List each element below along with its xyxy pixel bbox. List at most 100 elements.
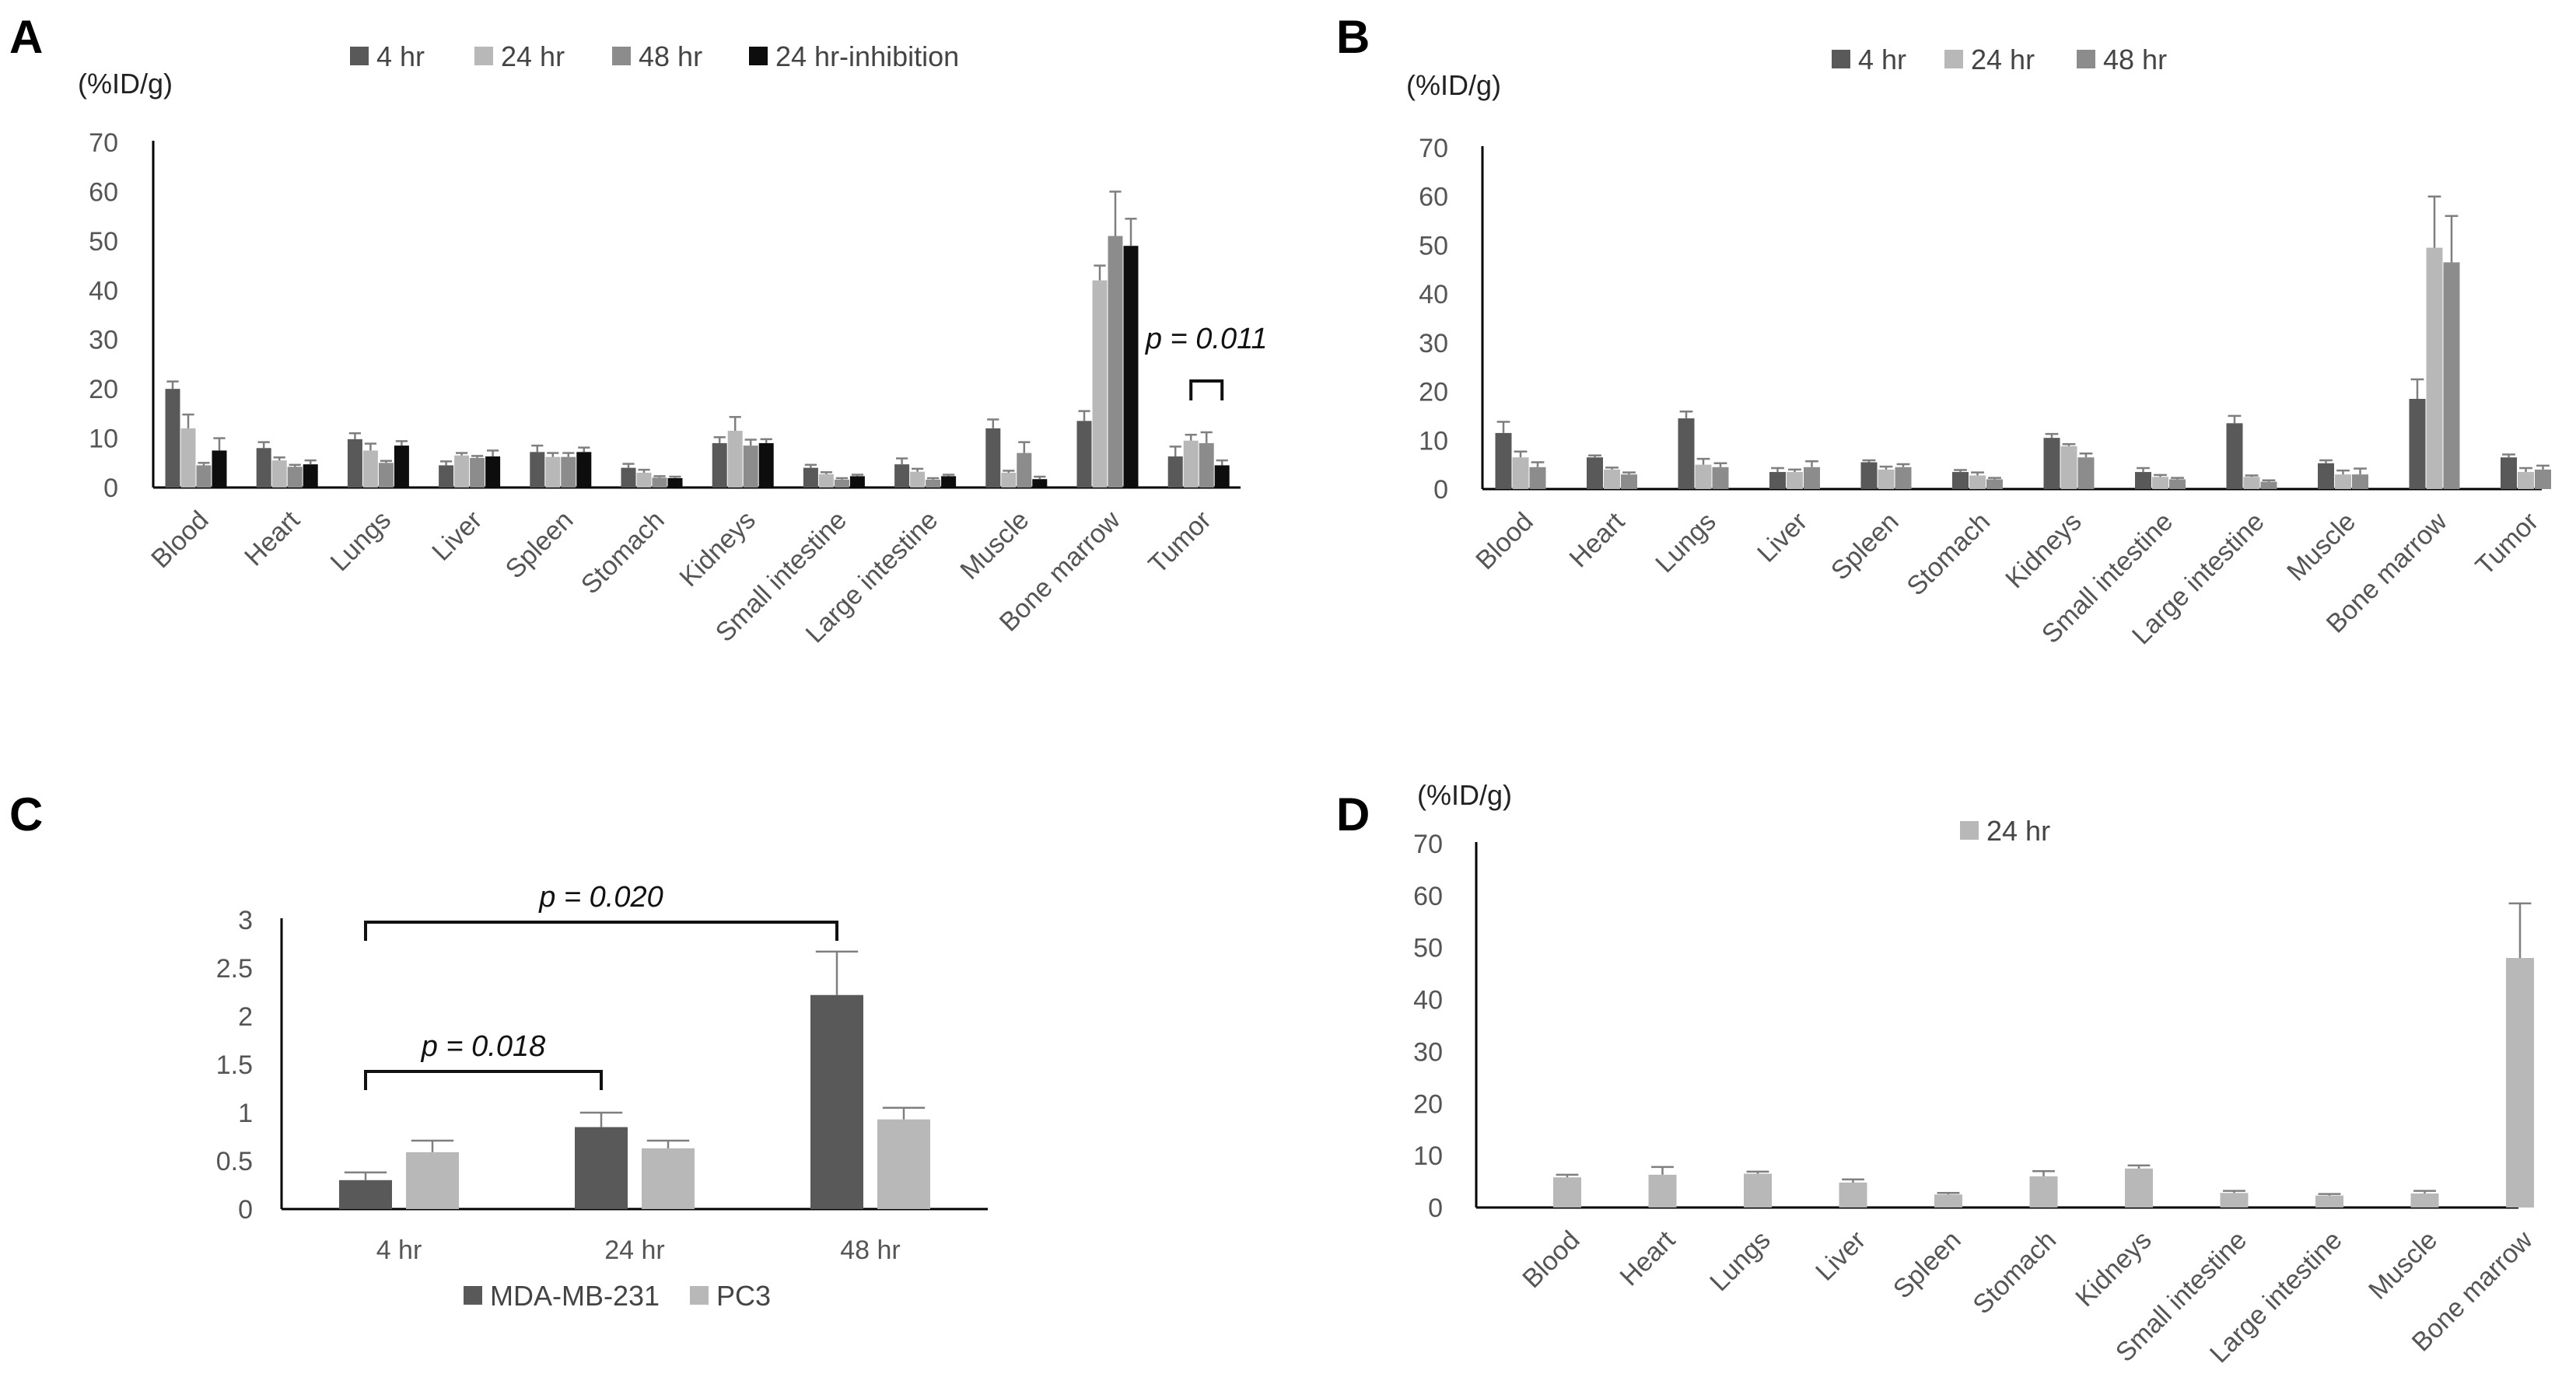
bar-bone-marrow-4-hr xyxy=(1076,421,1092,488)
bar-kidneys-24-hr-inhibition xyxy=(758,442,774,488)
bar-liver-24-hr xyxy=(1787,472,1803,489)
bar-stomach-24-hr xyxy=(636,472,652,488)
bar-24-hr-pc3 xyxy=(642,1148,695,1209)
y-tick-label: 40 xyxy=(1413,986,1443,1015)
bar-24-hr-mda-mb-231 xyxy=(575,1127,628,1209)
y-tick-label: 20 xyxy=(89,375,118,404)
x-category-label: Blood xyxy=(1470,507,1538,575)
x-category-label: Tumor xyxy=(1143,505,1216,579)
bar-liver-4-hr xyxy=(439,465,454,488)
x-category-label: Muscle xyxy=(2363,1225,2443,1305)
legend-swatch-24-hr xyxy=(1960,821,1979,840)
bar-bone-marrow-24-hr xyxy=(2426,247,2443,489)
bar-large-intestine-24-hr xyxy=(910,471,926,488)
bar-bone-marrow-48-hr xyxy=(2443,262,2460,489)
y-tick-label: 0 xyxy=(1433,475,1448,505)
bar-48-hr-mda-mb-231 xyxy=(810,994,863,1209)
bar-liver-24-hr-inhibition xyxy=(485,456,501,488)
bar-muscle-24-hr xyxy=(2410,1193,2439,1208)
y-tick-label: 60 xyxy=(89,177,118,207)
bar-tumor-24-hr xyxy=(2518,472,2534,489)
bar-large-intestine-24-hr xyxy=(2315,1195,2343,1208)
legend-swatch-24-hr xyxy=(474,47,493,65)
bar-tumor-48-hr xyxy=(1199,442,1214,488)
bar-large-intestine-24-hr xyxy=(2243,477,2260,489)
x-category-label: Kidneys xyxy=(2000,507,2087,594)
y-tick-label: 40 xyxy=(1419,280,1448,309)
x-category-label: Tumor xyxy=(2470,507,2544,581)
bar-4-hr-pc3 xyxy=(406,1152,459,1209)
bar-bone-marrow-24-hr-inhibition xyxy=(1123,246,1139,488)
y-unit-label: (%ID/g) xyxy=(1417,779,1512,811)
bar-blood-4-hr xyxy=(1495,432,1512,489)
legend-swatch-48-hr xyxy=(612,47,631,65)
bar-stomach-48-hr xyxy=(1986,479,2003,489)
y-tick-label: 10 xyxy=(89,425,118,454)
legend-swatch-mda-mb-231 xyxy=(464,1286,482,1305)
bar-muscle-4-hr xyxy=(2318,463,2334,489)
bar-large-intestine-48-hr xyxy=(2260,481,2277,489)
y-tick-label: 50 xyxy=(1419,231,1448,260)
legend-swatch-4-hr xyxy=(350,47,369,65)
x-category-label: 4 hr xyxy=(376,1235,422,1265)
panel-d: D (%ID/g) 0 10 20 30 40 50 60 70 Blood Heart Lungs Li… xyxy=(1336,779,2539,1368)
x-category-label: Heart xyxy=(239,505,306,571)
x-category-label: Stomach xyxy=(1967,1225,2062,1320)
bar-spleen-24-hr xyxy=(545,456,561,488)
y-tick-label: 0 xyxy=(1428,1194,1443,1223)
legend-swatch-24-hr-inhibition xyxy=(749,47,768,65)
y-tick-label: 2.5 xyxy=(216,954,253,984)
bar-spleen-4-hr xyxy=(530,452,545,488)
bar-stomach-4-hr xyxy=(621,467,636,488)
significance-bracket xyxy=(364,1070,603,1090)
y-tick-label: 0 xyxy=(238,1195,253,1225)
bar-kidneys-4-hr xyxy=(712,442,727,488)
bar-stomach-4-hr xyxy=(1952,472,1969,489)
x-category-label: Liver xyxy=(1810,1225,1871,1287)
bar-heart-48-hr xyxy=(1621,474,1637,489)
legend-label: MDA-MB-231 xyxy=(490,1280,660,1312)
bar-lungs-4-hr xyxy=(1678,418,1695,489)
bar-blood-24-hr-inhibition xyxy=(212,450,227,488)
legend-label: 24 hr-inhibition xyxy=(775,40,959,72)
bar-spleen-24-hr xyxy=(1878,469,1895,489)
bar-blood-24-hr xyxy=(1512,457,1529,489)
y-tick-label: 10 xyxy=(1419,426,1448,456)
bar-large-intestine-4-hr xyxy=(894,464,910,488)
bar-blood-24-hr xyxy=(1553,1177,1581,1208)
bar-spleen-24-hr-inhibition xyxy=(576,452,592,488)
x-category-label: Blood xyxy=(1517,1225,1585,1294)
bar-stomach-48-hr xyxy=(652,477,667,488)
bar-small-intestine-48-hr xyxy=(834,479,849,488)
y-tick-label: 60 xyxy=(1413,882,1443,911)
x-category-label: Liver xyxy=(426,505,488,567)
legend-label: 24 hr xyxy=(501,40,565,72)
y-tick-label: 0 xyxy=(103,474,118,503)
bar-tumor-24-hr-inhibition xyxy=(1214,465,1230,488)
y-unit-label: (%ID/g) xyxy=(78,68,173,100)
x-category-label: Stomach xyxy=(576,505,670,600)
bar-small-intestine-48-hr xyxy=(2169,479,2186,489)
bar-muscle-24-hr-inhibition xyxy=(1032,479,1048,488)
bar-tumor-4-hr xyxy=(1167,456,1183,488)
significance-bracket xyxy=(364,921,838,941)
bar-lungs-48-hr xyxy=(1712,467,1729,489)
bar-48-hr-pc3 xyxy=(877,1119,930,1209)
panel-b: B (%ID/g) 0 10 20 30 40 50 60 70 Blood Heart Lungs Li… xyxy=(1336,11,2551,650)
x-category-label: Lungs xyxy=(325,505,397,577)
legend-label: 48 hr xyxy=(2103,44,2167,75)
bar-liver-24-hr xyxy=(1839,1182,1867,1208)
bar-heart-4-hr xyxy=(256,448,271,488)
bar-bone-marrow-24-hr xyxy=(1092,280,1108,488)
legend-swatch-48-hr xyxy=(2077,50,2095,68)
bar-stomach-24-hr xyxy=(1969,475,1986,489)
bar-spleen-4-hr xyxy=(1860,462,1878,489)
bar-liver-48-hr xyxy=(470,457,485,488)
x-category-label: Lungs xyxy=(1650,507,1721,578)
p-value-label: p = 0.011 xyxy=(1145,323,1268,355)
panel-c: C 0 0.5 1 1.5 2 2.5 3 4 hr 24 hr 48 hr MDA-MB-231 PC… xyxy=(9,788,988,1312)
bar-tumor-24-hr xyxy=(1183,440,1199,488)
y-tick-label: 1 xyxy=(238,1099,253,1128)
x-category-label: Liver xyxy=(1752,507,1813,568)
